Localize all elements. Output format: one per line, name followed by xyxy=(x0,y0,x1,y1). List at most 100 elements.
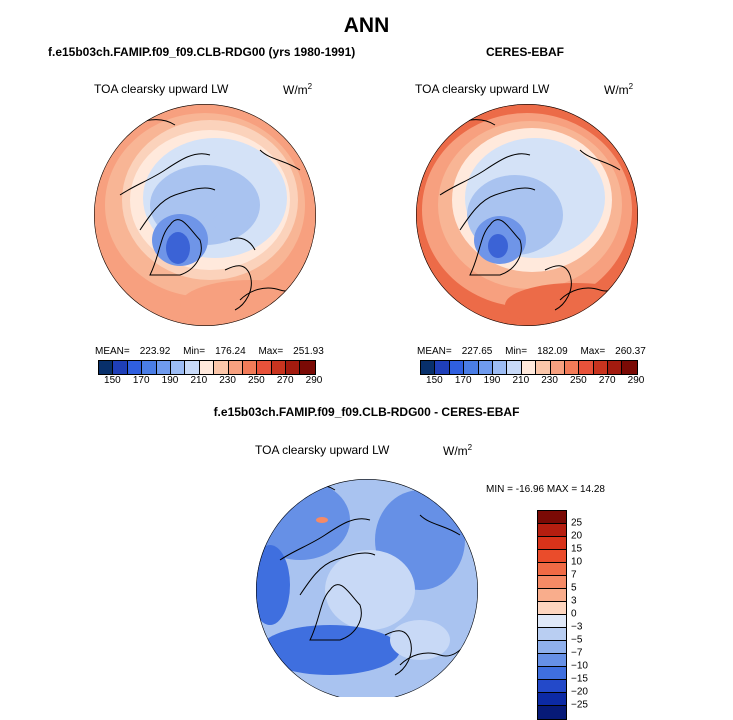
obs-colorbar-tick-label: 190 xyxy=(483,375,501,386)
obs-colorbar-swatch xyxy=(449,361,465,374)
model-colorbar-tick-label: 210 xyxy=(190,375,208,386)
diff-colorbar-swatch xyxy=(538,628,566,641)
model-colorbar-tick-label: 150 xyxy=(104,375,121,386)
obs-colorbar-swatch xyxy=(478,361,493,374)
diff-polar-map xyxy=(256,479,478,697)
obs-max: 260.37 xyxy=(615,346,646,357)
diff-colorbar-swatch xyxy=(538,550,566,563)
diff-colorbar-swatch xyxy=(538,576,566,589)
diff-colorbar-swatch xyxy=(538,654,566,667)
diff-colorbar-swatch xyxy=(538,641,566,654)
diff-colorbar-swatch xyxy=(538,602,566,615)
model-colorbar-swatch xyxy=(142,361,157,374)
obs-colorbar-swatch xyxy=(464,361,479,374)
model-colorbar-swatch xyxy=(99,361,114,374)
obs-colorbar-tick-label: 270 xyxy=(598,375,616,386)
model-colorbar-tick-label: 270 xyxy=(276,375,294,386)
obs-colorbar-tick-label: 250 xyxy=(570,375,587,386)
obs-colorbar-swatch xyxy=(536,361,551,374)
diff-colorbar-swatch xyxy=(538,667,566,680)
model-max: 251.93 xyxy=(293,346,324,357)
model-colorbar-swatch xyxy=(286,361,301,374)
model-stats: MEAN= 223.92 Min= 176.24 Max= 251.93 xyxy=(95,346,324,357)
diff-colorbar-swatch xyxy=(538,680,566,693)
model-colorbar-swatch xyxy=(242,361,258,374)
model-colorbar-swatch xyxy=(156,361,171,374)
diff-colorbar-tick-label: −15 xyxy=(571,673,588,685)
diff-colorbar-swatch xyxy=(538,615,566,628)
model-colorbar-swatch xyxy=(214,361,229,374)
model-colorbar-swatch xyxy=(127,361,143,374)
diff-colorbar-swatch xyxy=(538,589,566,602)
obs-panel-header: CERES-EBAF xyxy=(486,45,565,59)
obs-mean: 227.65 xyxy=(461,346,493,357)
obs-colorbar-swatch xyxy=(622,361,637,374)
model-colorbar-swatch xyxy=(228,361,243,374)
obs-polar-map xyxy=(416,104,638,326)
obs-colorbar-tick-label: 230 xyxy=(541,375,558,386)
model-colorbar xyxy=(98,360,316,375)
model-polar-map xyxy=(94,104,316,326)
obs-min: 182.09 xyxy=(537,346,568,357)
obs-colorbar-swatch xyxy=(421,361,436,374)
model-colorbar-swatch xyxy=(185,361,200,374)
diff-colorbar-tick-label: 10 xyxy=(571,556,583,568)
model-colorbar-ticks: 150 170 190 210 230 250 270 290 xyxy=(98,375,322,389)
diff-colorbar-tick-label: 3 xyxy=(571,595,577,607)
model-colorbar-swatch xyxy=(257,361,272,374)
model-colorbar-tick-label: 230 xyxy=(219,375,236,386)
diff-colorbar-swatch xyxy=(538,537,566,550)
obs-colorbar-swatch xyxy=(593,361,609,374)
obs-colorbar-swatch xyxy=(550,361,565,374)
figure-title: ANN xyxy=(343,14,390,37)
model-mean: 223.92 xyxy=(139,346,171,357)
obs-colorbar-swatch xyxy=(492,361,508,374)
diff-colorbar-swatch xyxy=(538,693,566,706)
diff-colorbar-tick-label: −5 xyxy=(571,634,583,646)
obs-colorbar-swatch xyxy=(579,361,594,374)
model-colorbar-swatch xyxy=(170,361,186,374)
diff-colorbar xyxy=(537,510,567,720)
diff-colorbar-tick-label: 5 xyxy=(571,582,577,594)
diff-colorbar-tick-label: −10 xyxy=(571,660,588,672)
diff-max: 14.28 xyxy=(579,484,605,495)
model-var-label: TOA clearsky upward LW xyxy=(94,82,229,96)
obs-colorbar-swatch xyxy=(564,361,580,374)
diff-colorbar-swatch xyxy=(538,524,566,537)
obs-colorbar-tick-label: 170 xyxy=(454,375,472,386)
diff-colorbar-tick-label: 25 xyxy=(571,517,583,529)
obs-colorbar-swatch xyxy=(521,361,537,374)
obs-colorbar-tick-label: 150 xyxy=(426,375,443,386)
diff-colorbar-tick-label: −25 xyxy=(571,699,588,711)
map-layer xyxy=(94,104,638,697)
model-colorbar-swatch xyxy=(300,361,315,374)
diff-units: W/m2 xyxy=(443,443,473,458)
obs-colorbar xyxy=(420,360,638,375)
obs-colorbar-swatch xyxy=(507,361,522,374)
diff-colorbar-tick-label: 20 xyxy=(571,530,583,542)
obs-stats: MEAN= 227.65 Min= 182.09 Max= 260.37 xyxy=(417,346,646,357)
diff-colorbar-tick-label: −20 xyxy=(571,686,588,698)
diff-colorbar-swatch xyxy=(538,511,566,524)
diff-var-label: TOA clearsky upward LW xyxy=(255,443,390,457)
obs-colorbar-tick-label: 290 xyxy=(627,375,645,386)
diff-min: -16.96 xyxy=(515,484,545,495)
obs-units: W/m2 xyxy=(604,82,634,97)
obs-colorbar-ticks: 150 170 190 210 230 250 270 290 xyxy=(420,375,644,389)
diff-panel-header: f.e15b03ch.FAMIP.f09_f09.CLB-RDG00 - CER… xyxy=(213,405,520,419)
model-colorbar-swatch xyxy=(113,361,128,374)
obs-colorbar-swatch xyxy=(435,361,450,374)
model-colorbar-tick-label: 250 xyxy=(248,375,265,386)
diff-colorbar-swatch xyxy=(538,706,566,719)
diff-colorbar-swatch xyxy=(538,563,566,576)
diff-colorbar-tick-label: −7 xyxy=(571,647,583,659)
model-colorbar-tick-label: 170 xyxy=(132,375,150,386)
model-colorbar-tick-label: 190 xyxy=(161,375,179,386)
model-colorbar-swatch xyxy=(271,361,287,374)
obs-var-label: TOA clearsky upward LW xyxy=(415,82,550,96)
model-min: 176.24 xyxy=(215,346,246,357)
diff-colorbar-tick-label: 0 xyxy=(571,608,577,620)
model-colorbar-tick-label: 290 xyxy=(305,375,323,386)
diff-colorbar-tick-label: −3 xyxy=(571,621,583,633)
diff-colorbar-tick-label: 7 xyxy=(571,569,577,581)
